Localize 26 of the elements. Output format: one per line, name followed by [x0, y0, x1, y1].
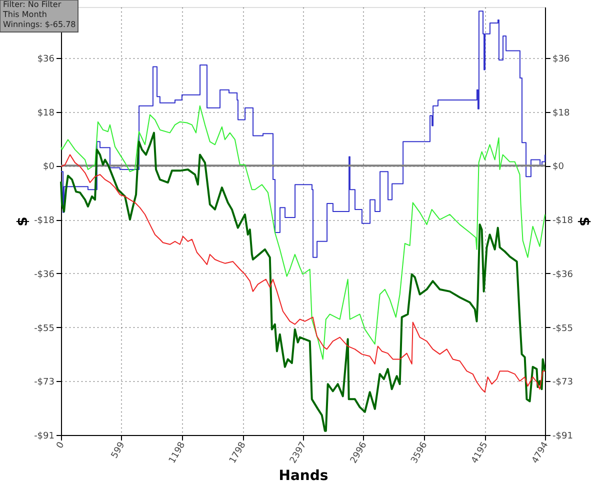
y-axis-title: $ [15, 216, 32, 226]
x-tick-label: 0 [55, 440, 67, 450]
y2-axis-title: $ [576, 216, 592, 226]
line-series [60, 154, 546, 393]
y-tick-label: -$18 [34, 216, 55, 226]
line-series [60, 132, 546, 432]
text: Filter: No Filter [3, 0, 62, 9]
y-tick-label: $18 [37, 108, 55, 118]
y-tick-label: -$73 [34, 378, 54, 388]
y2-tick-label: -$91 [552, 432, 573, 442]
y-tick-label: -$55 [34, 324, 54, 334]
text: This Month [2, 10, 47, 19]
y-tick-label: -$36 [34, 270, 55, 280]
y-tick-label: $36 [37, 54, 55, 64]
y-tick-label: $0 [43, 162, 55, 172]
y2-tick-label: $18 [552, 108, 570, 118]
y2-tick-label: $36 [552, 54, 570, 64]
annotation: Winnings: $-65.78 [3, 20, 76, 29]
y2-tick-label: $0 [552, 162, 564, 172]
y2-tick-label: -$55 [552, 324, 573, 334]
y2-tick-label: -$36 [552, 270, 574, 280]
y-tick-label: -$91 [34, 432, 54, 442]
x-axis-title: Hands [278, 468, 328, 484]
line-series [60, 105, 546, 360]
y2-tick-label: -$73 [552, 378, 573, 388]
y2-tick-label: -$18 [552, 216, 574, 226]
